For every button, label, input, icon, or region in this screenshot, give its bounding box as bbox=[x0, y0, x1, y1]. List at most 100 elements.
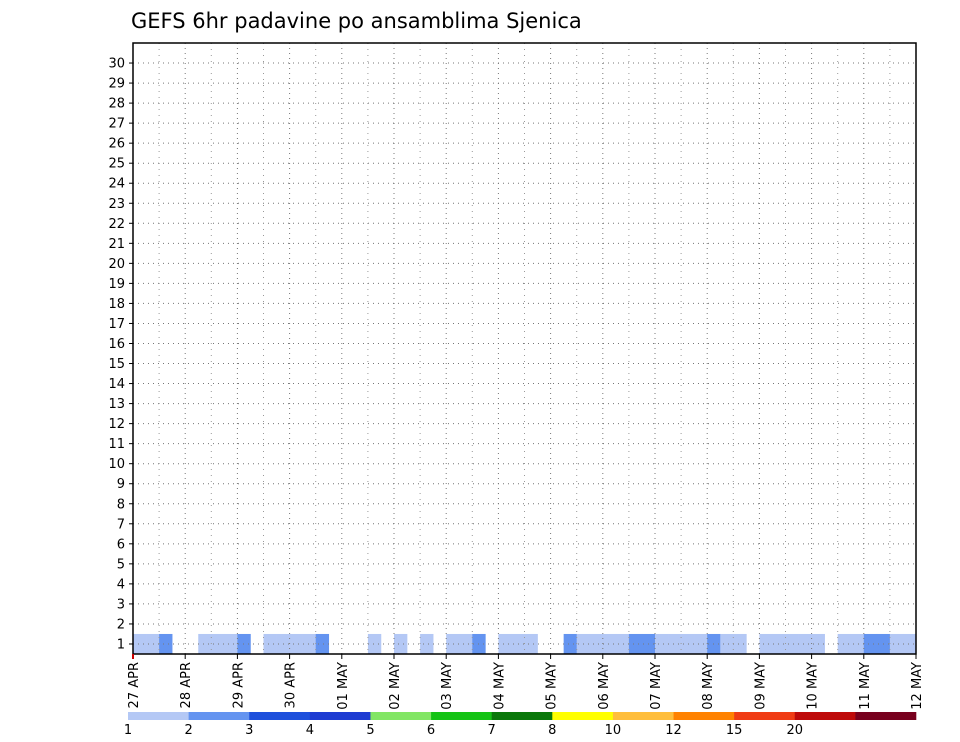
legend-swatch bbox=[309, 712, 371, 720]
heatmap-cell bbox=[668, 633, 682, 655]
chart-title: GEFS 6hr padavine po ansamblima Sjenica bbox=[131, 9, 582, 33]
heatmap-cell bbox=[850, 633, 865, 655]
heatmap-cell bbox=[628, 633, 643, 655]
y-tick-label: 1 bbox=[117, 637, 125, 652]
heatmap-cell bbox=[902, 633, 917, 655]
plot-frame bbox=[132, 42, 917, 655]
x-tick-label: 05 MAY bbox=[545, 662, 560, 710]
x-tick-label: 12 MAY bbox=[910, 662, 925, 710]
x-tick-label: 02 MAY bbox=[388, 662, 403, 710]
heatmap-cell bbox=[211, 633, 225, 655]
y-tick-label: 19 bbox=[108, 277, 125, 292]
legend-label: 12 bbox=[665, 723, 682, 738]
heatmap-cell bbox=[302, 633, 316, 655]
heatmap-cell bbox=[263, 633, 277, 655]
legend-swatch bbox=[794, 712, 856, 720]
y-tick-label: 28 bbox=[108, 97, 125, 112]
y-tick-label: 17 bbox=[108, 317, 125, 332]
legend-label: 6 bbox=[427, 723, 435, 738]
heatmap-cell bbox=[198, 633, 212, 655]
x-axis: 27 APR 28 APR 29 APR 30 APR 01 MAY 02 MAY 03 M… bbox=[127, 654, 925, 710]
heatmap-cell bbox=[785, 633, 799, 655]
y-tick-label: 13 bbox=[108, 397, 125, 412]
y-tick-label: 9 bbox=[117, 477, 125, 492]
legend-label: 4 bbox=[306, 723, 314, 738]
legend-swatch bbox=[249, 712, 311, 720]
y-tick-label: 23 bbox=[108, 197, 125, 212]
y-tick-label: 21 bbox=[108, 237, 125, 252]
heatmap-cell bbox=[315, 633, 330, 655]
heatmap-cell bbox=[798, 633, 812, 655]
legend-label: 2 bbox=[184, 723, 192, 738]
x-tick-label: 30 APR bbox=[284, 662, 299, 708]
y-tick-label: 14 bbox=[108, 377, 125, 392]
x-tick-label: 28 APR bbox=[179, 662, 194, 708]
y-tick-label: 5 bbox=[117, 557, 125, 572]
heatmap-cell bbox=[837, 633, 852, 655]
y-tick-label: 4 bbox=[117, 577, 125, 592]
x-tick-label: 29 APR bbox=[231, 662, 246, 708]
heatmap-cell bbox=[498, 633, 512, 655]
heatmap-cell bbox=[133, 633, 147, 655]
legend-label: 10 bbox=[605, 723, 622, 738]
x-tick-label: 07 MAY bbox=[649, 662, 664, 710]
legend-swatch bbox=[855, 712, 917, 720]
y-tick-label: 7 bbox=[117, 517, 125, 532]
x-tick-label: 09 MAY bbox=[753, 662, 768, 710]
x-tick-label: 06 MAY bbox=[597, 662, 612, 710]
x-tick-label: 04 MAY bbox=[492, 662, 507, 710]
y-tick-label: 25 bbox=[108, 157, 125, 172]
y-tick-label: 27 bbox=[108, 117, 125, 132]
heatmap-cell bbox=[655, 633, 669, 655]
y-tick-label: 16 bbox=[108, 337, 125, 352]
legend-swatch bbox=[431, 712, 492, 720]
legend-label: 1 bbox=[124, 723, 132, 738]
y-tick-label: 18 bbox=[108, 297, 125, 312]
x-tick-label: 01 MAY bbox=[336, 662, 351, 710]
heatmap-cell bbox=[394, 633, 408, 655]
legend-swatch bbox=[128, 712, 189, 720]
heatmap-cell bbox=[446, 633, 460, 655]
heatmap-cell bbox=[159, 633, 173, 655]
heatmap-cell bbox=[289, 633, 303, 655]
y-tick-label: 24 bbox=[108, 177, 125, 192]
x-tick-label: 03 MAY bbox=[440, 662, 455, 710]
y-tick-label: 11 bbox=[108, 437, 125, 452]
heatmap-cell bbox=[863, 633, 878, 655]
legend-label: 7 bbox=[488, 723, 496, 738]
y-tick-label: 22 bbox=[108, 217, 125, 232]
heatmap-cell bbox=[459, 633, 473, 655]
y-tick-label: 30 bbox=[108, 57, 125, 72]
y-tick-label: 12 bbox=[108, 417, 125, 432]
y-axis: 1234567891011121314151617181920212223242… bbox=[108, 57, 133, 652]
color-legend: 1 2 3 4 5 6 7 8 10 12 15 20 bbox=[124, 712, 917, 738]
legend-swatch bbox=[552, 712, 614, 720]
heatmap-cell bbox=[615, 633, 630, 655]
legend-swatch bbox=[370, 712, 432, 720]
y-tick-label: 2 bbox=[117, 617, 125, 632]
legend-label: 8 bbox=[548, 723, 556, 738]
y-tick-label: 3 bbox=[117, 597, 125, 612]
y-tick-label: 8 bbox=[117, 497, 125, 512]
x-tick-label: 27 APR bbox=[127, 662, 142, 708]
legend-label: 15 bbox=[726, 723, 743, 738]
heatmap-cell bbox=[237, 633, 251, 655]
heatmap-cell bbox=[772, 633, 786, 655]
x-tick-label: 08 MAY bbox=[701, 662, 716, 710]
legend-swatch bbox=[673, 712, 735, 720]
y-tick-label: 15 bbox=[108, 357, 125, 372]
heatmap-cell bbox=[224, 633, 238, 655]
heatmap-cell bbox=[589, 633, 604, 655]
legend-swatch bbox=[612, 712, 674, 720]
y-tick-label: 20 bbox=[108, 257, 125, 272]
heatmap-cell bbox=[563, 633, 577, 655]
legend-label: 20 bbox=[786, 723, 803, 738]
heatmap-cell bbox=[720, 633, 734, 655]
heatmap-cell bbox=[759, 633, 773, 655]
heatmap-cell bbox=[602, 633, 617, 655]
heatmap-cell bbox=[367, 633, 382, 655]
x-tick-label: 11 MAY bbox=[858, 662, 873, 710]
legend-swatch bbox=[734, 712, 796, 720]
heatmap-cell bbox=[694, 633, 708, 655]
heatmap-cell bbox=[524, 633, 538, 655]
